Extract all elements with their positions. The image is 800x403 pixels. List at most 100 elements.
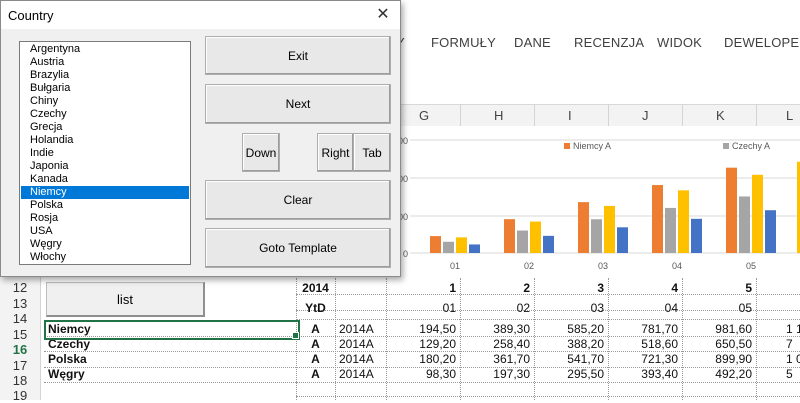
goto-template-button[interactable]: Goto Template xyxy=(205,228,391,268)
overflow-cell[interactable]: 1 1 xyxy=(786,322,800,336)
value-cell[interactable]: 361,70 xyxy=(493,352,530,366)
chart-bar xyxy=(752,174,763,253)
row-number[interactable]: 16 xyxy=(12,342,28,357)
value-cell[interactable]: 98,30 xyxy=(425,367,456,381)
list-item[interactable]: Bułgaria xyxy=(30,82,71,94)
overflow-cell[interactable]: 5 xyxy=(786,367,793,381)
code-cell[interactable]: 2014A xyxy=(339,367,374,381)
value-cell[interactable]: 899,90 xyxy=(715,352,752,366)
list-item[interactable]: Brazylia xyxy=(30,69,70,81)
value-cell[interactable]: 388,20 xyxy=(567,337,604,351)
country-name-cell[interactable]: Czechy xyxy=(48,337,91,351)
ribbon-tab-review[interactable]: RECENZJA xyxy=(574,35,645,50)
down-button[interactable]: Down xyxy=(242,133,280,172)
ribbon-tab-developer[interactable]: DEWELOPER xyxy=(724,35,800,50)
header-year-cell[interactable]: 2014 xyxy=(302,281,329,295)
row-number[interactable]: 13 xyxy=(12,296,28,311)
period-code-cell[interactable]: 01 xyxy=(442,301,456,315)
row-number[interactable]: 17 xyxy=(12,358,28,373)
overflow-cell[interactable]: 1 0 xyxy=(786,352,800,366)
fill-handle[interactable] xyxy=(292,332,299,339)
period-number-cell[interactable]: 5 xyxy=(745,281,752,295)
list-button[interactable]: list xyxy=(46,282,205,317)
value-cell[interactable]: 585,20 xyxy=(567,322,604,336)
tab-button[interactable]: Tab xyxy=(353,133,391,172)
period-number-cell[interactable]: 1 xyxy=(449,281,456,295)
value-cell[interactable]: 258,40 xyxy=(493,337,530,351)
clear-button[interactable]: Clear xyxy=(205,180,391,220)
period-number-cell[interactable]: 3 xyxy=(597,281,604,295)
code-cell[interactable]: 2014A xyxy=(339,337,374,351)
dialog-titlebar[interactable]: Country ✕ xyxy=(1,1,400,29)
row-number[interactable]: 15 xyxy=(12,327,28,342)
ribbon-tab-formulas[interactable]: FORMUŁY xyxy=(431,35,496,50)
value-cell[interactable]: 194,50 xyxy=(419,322,456,336)
column-header-i[interactable]: I xyxy=(568,108,572,123)
list-item[interactable]: Holandia xyxy=(30,134,74,146)
column-header-h[interactable]: H xyxy=(494,108,504,123)
row-number[interactable]: 14 xyxy=(12,311,28,326)
row-number[interactable]: 18 xyxy=(12,373,28,388)
list-item[interactable]: Włochy xyxy=(30,251,67,263)
header-ytd-cell[interactable]: YtD xyxy=(305,301,326,315)
code-cell[interactable]: 2014A xyxy=(339,352,374,366)
period-number-cell[interactable]: 2 xyxy=(523,281,530,295)
value-cell[interactable]: 541,70 xyxy=(567,352,604,366)
chart-bar xyxy=(530,221,541,253)
period-code-cell[interactable]: 02 xyxy=(516,301,530,315)
list-item[interactable]: Indie xyxy=(30,147,54,159)
right-button[interactable]: Right xyxy=(317,133,354,172)
column-header-l[interactable]: L xyxy=(786,108,794,123)
value-cell[interactable]: 650,50 xyxy=(715,337,752,351)
list-item[interactable]: USA xyxy=(30,225,53,237)
type-cell[interactable]: A xyxy=(311,322,320,336)
overflow-cell[interactable]: 7 xyxy=(786,337,793,351)
list-item[interactable]: Argentyna xyxy=(30,43,81,55)
list-item[interactable]: Rosja xyxy=(30,212,59,224)
country-name-cell[interactable]: Węgry xyxy=(48,367,85,381)
type-cell[interactable]: A xyxy=(311,367,320,381)
list-item[interactable]: Austria xyxy=(30,56,65,68)
exit-button[interactable]: Exit xyxy=(205,36,391,75)
value-cell[interactable]: 492,20 xyxy=(715,367,752,381)
list-item[interactable]: Węgry xyxy=(30,238,62,250)
period-code-cell[interactable]: 05 xyxy=(738,301,752,315)
next-button[interactable]: Next xyxy=(205,84,391,124)
period-code-cell[interactable]: 04 xyxy=(664,301,678,315)
ribbon-tab-data[interactable]: DANE xyxy=(514,35,551,50)
list-item[interactable]: Polska xyxy=(30,199,64,211)
country-listbox[interactable]: Argentyna Austria Brazylia Bułgaria Chiny Cze… xyxy=(19,41,191,265)
column-header-k[interactable]: K xyxy=(716,108,725,123)
dialog-title: Country xyxy=(8,8,54,23)
type-cell[interactable]: A xyxy=(311,337,320,351)
country-name-cell[interactable]: Polska xyxy=(48,352,87,366)
code-cell[interactable]: 2014A xyxy=(339,322,374,336)
value-cell[interactable]: 129,20 xyxy=(419,337,456,351)
type-cell[interactable]: A xyxy=(311,352,320,366)
close-icon[interactable]: ✕ xyxy=(376,6,390,23)
value-cell[interactable]: 197,30 xyxy=(493,367,530,381)
list-item[interactable]: Czechy xyxy=(30,108,67,120)
column-header-j[interactable]: J xyxy=(642,108,649,123)
row-number[interactable]: 12 xyxy=(12,280,28,295)
list-item[interactable]: Chiny xyxy=(30,95,59,107)
value-cell[interactable]: 518,60 xyxy=(641,337,678,351)
value-cell[interactable]: 389,30 xyxy=(493,322,530,336)
row-number[interactable]: 19 xyxy=(12,388,28,403)
list-item[interactable]: Kanada xyxy=(30,173,68,185)
period-number-cell[interactable]: 4 xyxy=(671,281,678,295)
value-cell[interactable]: 393,40 xyxy=(641,367,678,381)
column-header-g[interactable]: G xyxy=(419,108,430,123)
list-item[interactable]: Grecja xyxy=(30,121,63,133)
ribbon-tab-view[interactable]: WIDOK xyxy=(657,35,703,50)
value-cell[interactable]: 180,20 xyxy=(419,352,456,366)
country-name-cell[interactable]: Niemcy xyxy=(48,322,91,336)
period-code-cell[interactable]: 03 xyxy=(590,301,604,315)
list-item[interactable]: Japonia xyxy=(30,160,69,172)
value-cell[interactable]: 781,70 xyxy=(641,322,678,336)
value-cell[interactable]: 295,50 xyxy=(567,367,604,381)
value-cell[interactable]: 981,60 xyxy=(715,322,752,336)
list-item[interactable]: Niemcy xyxy=(21,186,189,199)
value-cell[interactable]: 721,30 xyxy=(641,352,678,366)
